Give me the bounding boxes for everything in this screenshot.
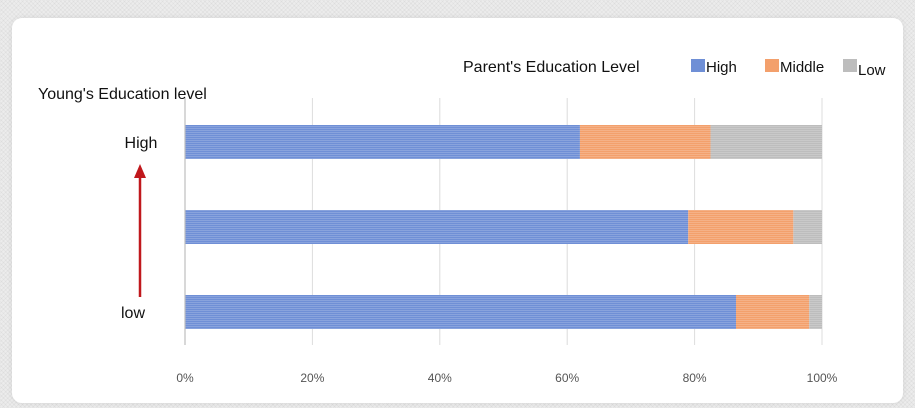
legend-label-high: High xyxy=(706,59,737,76)
legend: Parent's Education Level High Middle Low xyxy=(463,59,886,79)
x-tick-label: 80% xyxy=(683,371,707,385)
bar-texture xyxy=(579,125,711,159)
direction-arrow xyxy=(134,164,146,297)
bar-texture xyxy=(688,210,794,244)
x-tick-label: 40% xyxy=(428,371,452,385)
legend-label-middle: Middle xyxy=(780,59,824,76)
bar-texture xyxy=(710,125,822,159)
bar-texture xyxy=(185,210,689,244)
axes: 0% 20% 40% 60% 80% 100% High low xyxy=(121,98,838,385)
legend-swatch-low xyxy=(843,59,857,72)
legend-items: High Middle Low xyxy=(691,59,886,79)
x-tick-label: 60% xyxy=(555,371,579,385)
bar-texture xyxy=(185,125,580,159)
bar-texture xyxy=(736,295,810,329)
x-tick-label: 100% xyxy=(807,371,838,385)
legend-title: Parent's Education Level xyxy=(463,59,640,76)
x-tick-label: 0% xyxy=(176,371,194,385)
bar-texture xyxy=(809,295,822,329)
bars xyxy=(185,125,822,329)
legend-swatch-middle xyxy=(765,59,779,72)
bar-texture xyxy=(185,295,737,329)
x-tick-label: 20% xyxy=(300,371,324,385)
arrow-head xyxy=(134,164,146,178)
y-axis-title: Young's Education level xyxy=(38,86,207,103)
bar-texture xyxy=(793,210,822,244)
y-tick-label: low xyxy=(121,305,145,322)
legend-label-low: Low xyxy=(858,62,886,79)
y-tick-label: High xyxy=(125,135,158,152)
legend-swatch-high xyxy=(691,59,705,72)
